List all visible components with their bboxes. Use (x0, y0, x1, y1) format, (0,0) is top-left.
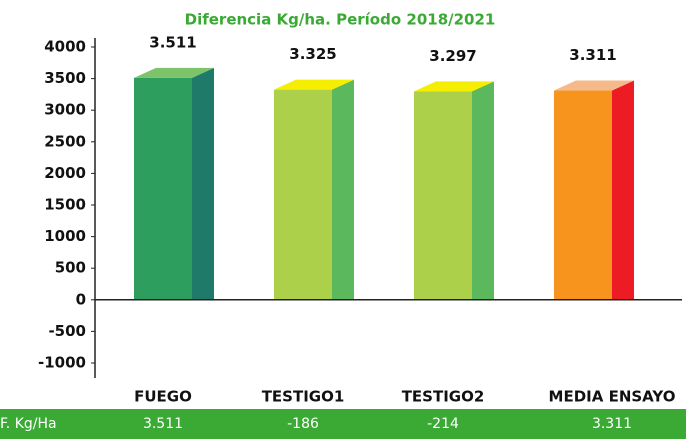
bar-side (332, 79, 354, 300)
bar-side (472, 81, 494, 300)
value-label: 3.325 (289, 45, 336, 63)
bar (134, 77, 192, 300)
table-value: 3.311 (592, 416, 632, 432)
value-label: 3.311 (569, 46, 616, 64)
table-value: 3.511 (143, 416, 183, 432)
bar (414, 91, 472, 300)
y-tick-label: 2500 (44, 132, 86, 150)
y-tick-label: -500 (48, 322, 86, 340)
y-tick-label: 0 (76, 290, 86, 308)
x-tick-label: TESTIGO1 (262, 388, 345, 406)
bar-side (192, 67, 214, 300)
x-tick-label: FUEGO (134, 388, 192, 406)
x-tick-label: MEDIA ENSAYO (549, 388, 676, 406)
bar-top (554, 80, 634, 91)
chart-title: Diferencia Kg/ha. Período 2018/2021 (185, 11, 496, 29)
x-tick-label: TESTIGO2 (402, 388, 485, 406)
bar-top (414, 81, 494, 92)
bar-top (134, 67, 214, 78)
bar (274, 89, 332, 300)
table-value: -186 (287, 416, 319, 432)
y-tick-label: 1500 (44, 196, 86, 214)
y-tick-label: 500 (55, 259, 86, 277)
table-value: -214 (427, 416, 459, 432)
bar-top (274, 79, 354, 90)
table-row-label: F. Kg/Ha (0, 416, 57, 432)
bar-side (612, 80, 634, 300)
y-tick-label: 2000 (44, 164, 86, 182)
y-tick-label: 3000 (44, 101, 86, 119)
value-label: 3.297 (429, 47, 476, 65)
value-label: 3.511 (149, 33, 196, 51)
y-tick-label: 4000 (44, 38, 86, 56)
bar (554, 90, 612, 300)
y-tick-label: 1000 (44, 227, 86, 245)
y-tick-label: 3500 (44, 69, 86, 87)
table-row (0, 409, 686, 439)
y-tick-label: -1000 (38, 354, 86, 372)
